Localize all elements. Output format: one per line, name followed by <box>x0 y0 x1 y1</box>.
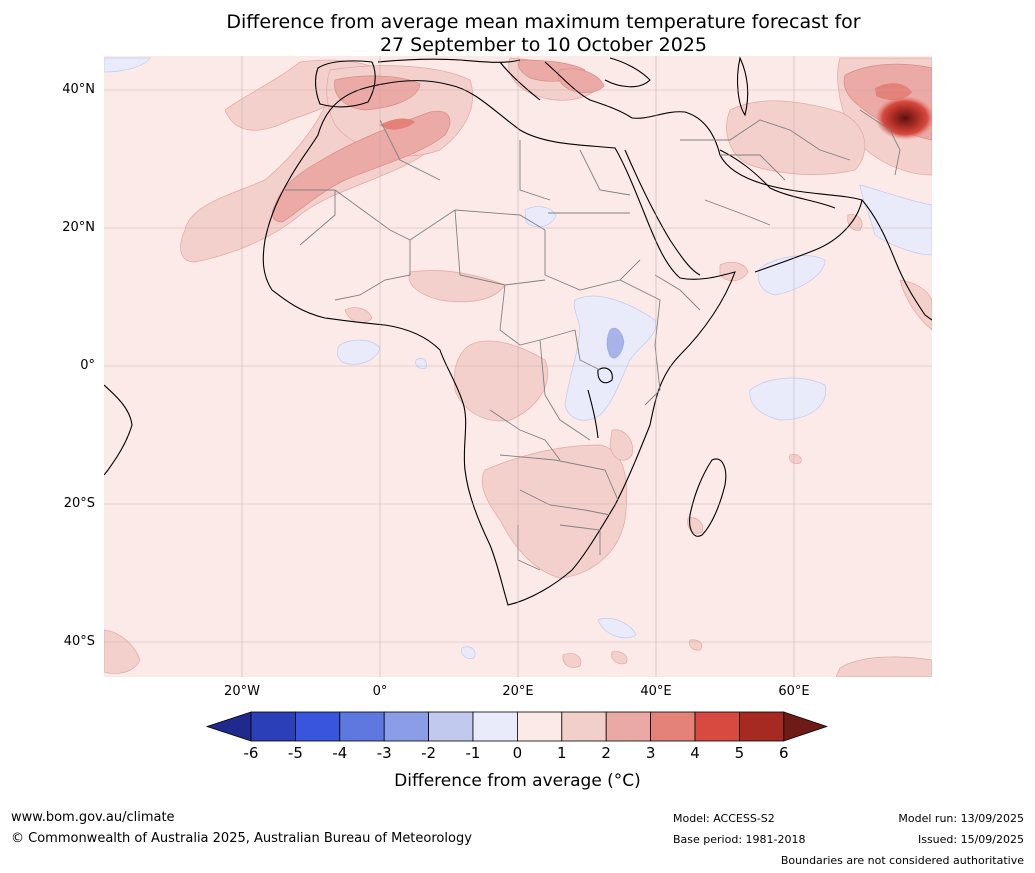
colorbar-segment <box>250 711 296 742</box>
footer-copyright: © Commonwealth of Australia 2025, Austra… <box>11 831 472 846</box>
graticule <box>104 56 932 677</box>
coastlines <box>104 56 932 606</box>
colorbar-segment <box>517 711 563 742</box>
colorbar-tick-label: -3 <box>376 744 392 762</box>
footer-boundaries-note: Boundaries are not considered authoritat… <box>780 854 1024 867</box>
country-borders <box>285 109 901 571</box>
colorbar-tick-label: 3 <box>645 744 656 762</box>
colorbar-tick-label: -1 <box>465 744 481 762</box>
colorbar-tick-label: 4 <box>690 744 700 762</box>
red-sea-coastline <box>624 149 701 276</box>
footer-issued: Issued: 15/09/2025 <box>917 833 1024 846</box>
colorbar-tick-label: 0 <box>512 744 523 762</box>
footer-model-run: Model run: 13/09/2025 <box>898 812 1024 825</box>
lake-victoria-coastline <box>597 367 613 384</box>
colorbar-segment <box>694 711 740 742</box>
hotspot-anomaly <box>875 96 932 140</box>
colorbar-label: Difference from average (°C) <box>394 771 641 791</box>
black-sea-coastline <box>604 57 651 88</box>
lat-label-40s: 40°S <box>63 634 95 649</box>
colorbar-extend-high <box>783 711 829 742</box>
colorbar <box>205 711 829 742</box>
colorbar-segment <box>650 711 696 742</box>
colorbar-segment <box>339 711 385 742</box>
lon-label-0: 0° <box>372 684 388 699</box>
colorbar-tick-label: 6 <box>779 744 789 762</box>
lon-label-40e: 40°E <box>640 684 672 699</box>
lat-label-20s: 20°S <box>63 496 95 511</box>
warm-anomaly-3-4-regions <box>380 83 912 130</box>
cool-anomaly-core <box>606 327 625 359</box>
colorbar-tick-label: 5 <box>734 744 745 762</box>
colorbar-segment <box>561 711 607 742</box>
lon-label-20w: 20°W <box>224 684 260 699</box>
colorbar-tick-label: -5 <box>287 744 303 762</box>
colorbar-segment <box>383 711 430 742</box>
footer-url: www.bom.gov.au/climate <box>11 810 175 825</box>
colorbar-tick-label: 1 <box>557 744 567 762</box>
lat-label-40n: 40°N <box>62 82 95 97</box>
footer-base-period: Base period: 1981-2018 <box>673 833 806 846</box>
persian-gulf-coastline <box>719 149 836 209</box>
map-title-line-1: Difference from average mean maximum tem… <box>226 11 861 33</box>
colorbar-tick-label: -2 <box>421 744 437 762</box>
colorbar-tick-label: 2 <box>601 744 611 762</box>
colorbar-segment <box>739 711 785 742</box>
colorbar-segment <box>605 711 652 742</box>
cool-anomaly-regions <box>104 57 932 659</box>
africa-coastline <box>262 80 736 606</box>
colorbar-segment <box>428 711 474 742</box>
lat-label-20n: 20°N <box>62 220 95 235</box>
caspian-sea-coastline <box>736 56 749 117</box>
map-title-line-2: 27 September to 10 October 2025 <box>379 34 708 56</box>
colorbar-extend-low <box>205 711 252 742</box>
iberia-coastline <box>315 60 376 108</box>
colorbar-segment <box>294 711 341 742</box>
india-coastline <box>861 199 932 321</box>
south-america-coastline <box>104 384 133 476</box>
lake-tanganyika-coastline <box>587 389 599 439</box>
colorbar-tick-label: -4 <box>332 744 348 762</box>
lon-label-20e: 20°E <box>502 684 534 699</box>
arabia-coastline <box>631 111 863 273</box>
lat-label-equator: 0° <box>80 358 95 373</box>
lon-label-60e: 60°E <box>778 684 810 699</box>
footer-model: Model: ACCESS-S2 <box>673 812 775 825</box>
colorbar-segment <box>472 711 518 742</box>
madagascar-coastline <box>689 458 727 537</box>
colorbar-tick-label: -6 <box>243 744 259 762</box>
